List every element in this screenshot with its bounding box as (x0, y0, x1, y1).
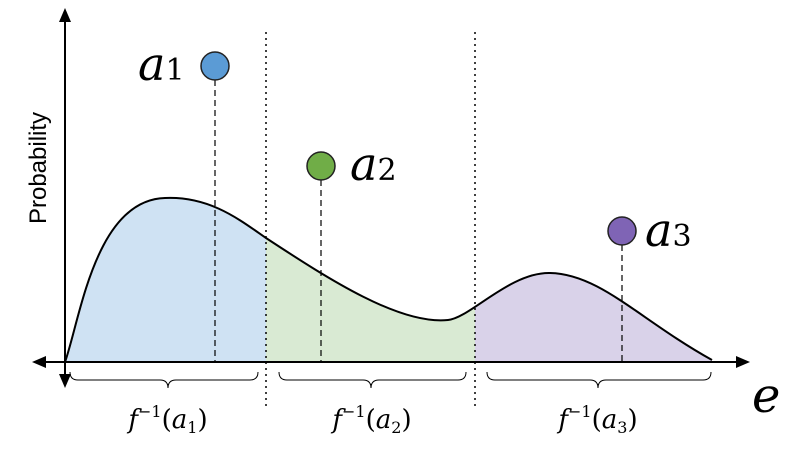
brace-3 (486, 371, 712, 389)
x-axis (32, 356, 750, 368)
label-a1: a1 (138, 37, 185, 91)
region-a1-fill (65, 197, 266, 362)
preimage-label-1: f−1(a1) (126, 402, 207, 437)
region-a3-fill (475, 272, 712, 362)
density-curve (64, 196, 713, 363)
marker-a2 (306, 151, 336, 181)
y-axis-label: Probability (25, 112, 52, 224)
x-axis-label: e (752, 368, 780, 424)
brace-2 (278, 371, 467, 389)
label-a3: a3 (645, 203, 692, 257)
y-axis (59, 8, 71, 388)
preimage-label-3: f−1(a3) (556, 402, 637, 437)
region-a2-fill (266, 238, 475, 362)
brace-1 (69, 371, 259, 389)
preimage-label-2: f−1(a2) (330, 402, 411, 437)
label-a2: a2 (350, 137, 397, 191)
marker-a1 (200, 51, 230, 81)
marker-a3 (607, 216, 637, 246)
